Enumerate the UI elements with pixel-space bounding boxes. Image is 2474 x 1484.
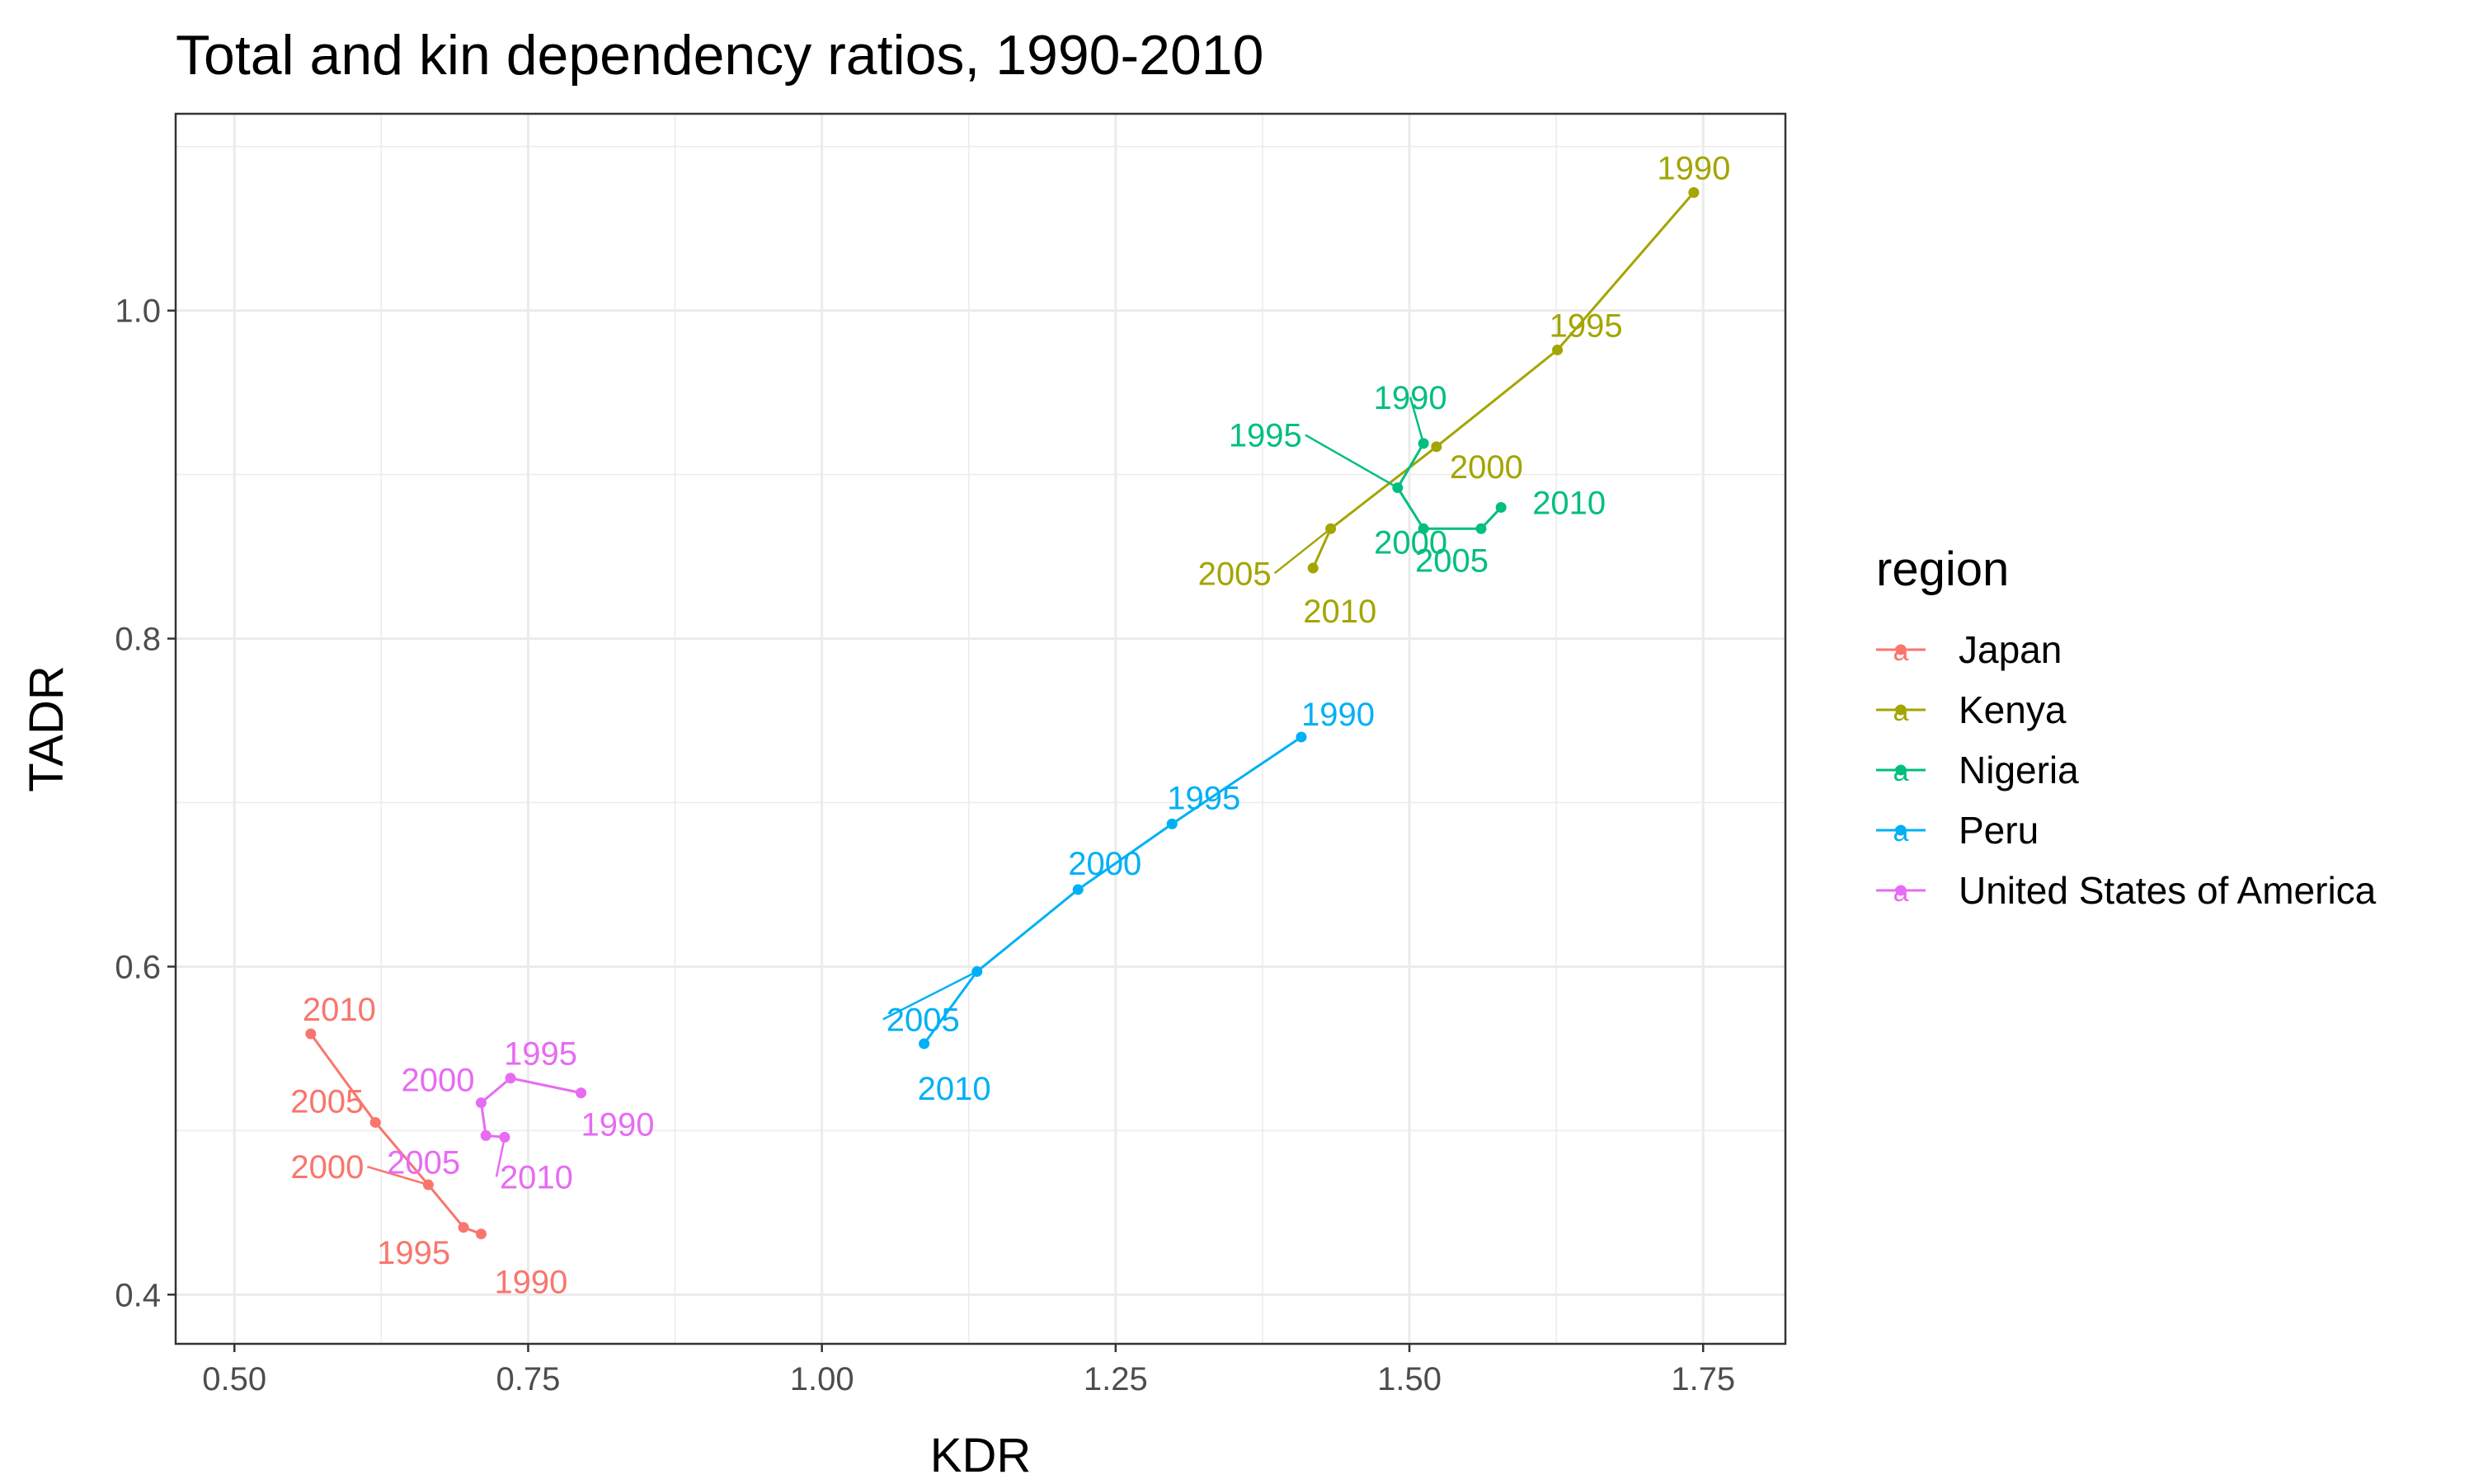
- data-point-united-states-of-america: [505, 1073, 516, 1084]
- data-point-nigeria: [1495, 501, 1507, 513]
- series-layer: [305, 186, 1700, 1240]
- plot-panel-border: [174, 112, 1787, 1345]
- legend-key-point: [1895, 824, 1907, 836]
- point-label-nigeria: 2005: [1415, 542, 1489, 579]
- point-label-kenya: 2010: [1303, 594, 1376, 630]
- x-tick-label: 1.50: [1377, 1361, 1442, 1397]
- series-line-peru: [923, 735, 1302, 1045]
- legend-item-peru: a Peru: [1876, 809, 2039, 852]
- legend-label: Kenya: [1959, 688, 2067, 731]
- data-point-kenya: [1431, 441, 1442, 453]
- data-point-peru: [1296, 731, 1307, 743]
- legend-item-united-states-of-america: a United States of America: [1876, 869, 2377, 912]
- point-label-united-states-of-america: 1990: [581, 1107, 655, 1144]
- y-axis-title: TADR: [20, 665, 73, 792]
- legend-label: Japan: [1959, 628, 2062, 671]
- point-label-united-states-of-america: 2000: [401, 1063, 474, 1099]
- legend-key-glyph: a: [1893, 636, 1909, 667]
- point-label-peru: 1995: [1167, 780, 1240, 816]
- x-axis-title: KDR: [930, 1429, 1031, 1482]
- point-label-united-states-of-america: 1995: [504, 1036, 577, 1073]
- point-label-japan: 1990: [494, 1265, 567, 1301]
- point-label-nigeria: 2000: [1374, 524, 1447, 561]
- legend-key-point: [1895, 885, 1907, 896]
- label-leader-nigeria: [1305, 434, 1399, 489]
- point-label-japan: 2000: [290, 1149, 364, 1186]
- y-tick-label: 0.8: [115, 622, 161, 658]
- point-label-united-states-of-america: 2010: [500, 1159, 573, 1195]
- legend: region a Japan a Kenya a Nigeria a Peru a United …: [1876, 542, 2377, 912]
- point-label-japan: 1995: [377, 1235, 450, 1271]
- chart-title: Total and kin dependency ratios, 1990-20…: [176, 24, 1263, 87]
- data-point-peru: [1166, 818, 1178, 829]
- legend-key-glyph: a: [1893, 876, 1909, 908]
- point-label-japan: 2005: [290, 1083, 364, 1120]
- point-label-japan: 2010: [303, 992, 376, 1028]
- y-tick-label: 1.0: [115, 294, 161, 330]
- minor-gridlines: [176, 114, 1785, 1344]
- x-axis-ticks: 0.50 0.75 1.00 1.25 1.50 1.75: [202, 1344, 1735, 1397]
- legend-label: United States of America: [1959, 869, 2377, 912]
- point-label-kenya: 2000: [1450, 449, 1523, 486]
- legend-key-point: [1895, 704, 1907, 716]
- legend-item-japan: a Japan: [1876, 628, 2062, 671]
- x-tick-label: 1.00: [790, 1361, 854, 1397]
- data-point-united-states-of-america: [480, 1129, 492, 1141]
- y-tick-label: 0.6: [115, 949, 161, 985]
- data-point-japan: [369, 1116, 381, 1128]
- legend-key-glyph: a: [1893, 816, 1909, 848]
- legend-title: region: [1876, 542, 2009, 596]
- legend-item-kenya: a Kenya: [1876, 688, 2067, 731]
- point-label-kenya: 1995: [1550, 308, 1623, 344]
- data-point-kenya: [1552, 344, 1564, 355]
- legend-key-glyph: a: [1893, 756, 1909, 787]
- data-point-japan: [305, 1028, 317, 1040]
- data-point-japan: [458, 1222, 469, 1233]
- major-gridlines: [176, 114, 1785, 1344]
- legend-label: Peru: [1959, 809, 2039, 852]
- point-label-kenya: 1990: [1657, 150, 1730, 186]
- label-leader-united-states-of-america: [495, 1137, 506, 1177]
- label-leader-japan: [366, 1165, 429, 1186]
- x-tick-label: 0.50: [202, 1361, 266, 1397]
- data-point-united-states-of-america: [475, 1097, 487, 1109]
- x-tick-label: 1.25: [1084, 1361, 1148, 1397]
- point-label-kenya: 2005: [1198, 556, 1272, 592]
- point-label-nigeria: 2010: [1532, 485, 1606, 521]
- data-point-kenya: [1307, 562, 1319, 574]
- x-tick-label: 1.75: [1671, 1361, 1735, 1397]
- legend-key-glyph: a: [1893, 696, 1909, 727]
- point-label-united-states-of-america: 2005: [387, 1144, 460, 1181]
- label-leader-nigeria: [1409, 397, 1425, 444]
- data-point-nigeria: [1475, 523, 1487, 534]
- data-point-kenya: [1688, 186, 1700, 198]
- data-point-united-states-of-america: [576, 1087, 587, 1099]
- point-label-layer: 1990199520002005201019901995200020052010…: [290, 150, 1730, 1300]
- label-leader-peru: [882, 970, 978, 1021]
- legend-key-point: [1895, 644, 1907, 655]
- data-point-peru: [1072, 884, 1084, 895]
- point-label-nigeria: 1990: [1374, 380, 1447, 416]
- point-label-nigeria: 1995: [1229, 418, 1302, 454]
- data-point-japan: [475, 1228, 487, 1240]
- y-axis-ticks: 0.4 0.6 0.8 1.0: [115, 294, 176, 1313]
- y-tick-label: 0.4: [115, 1277, 161, 1313]
- data-point-peru: [919, 1038, 930, 1050]
- point-label-peru: 2000: [1068, 846, 1141, 882]
- label-leader-kenya: [1273, 528, 1332, 575]
- x-tick-label: 0.75: [496, 1361, 561, 1397]
- data-point-nigeria: [1418, 523, 1429, 534]
- legend-label: Nigeria: [1959, 749, 2079, 791]
- point-label-peru: 1990: [1301, 697, 1375, 733]
- point-label-peru: 2005: [887, 1002, 960, 1038]
- legend-item-nigeria: a Nigeria: [1876, 749, 2079, 791]
- series-line-united-states-of-america: [479, 1077, 581, 1139]
- legend-key-point: [1895, 764, 1907, 776]
- point-label-peru: 2010: [918, 1071, 991, 1107]
